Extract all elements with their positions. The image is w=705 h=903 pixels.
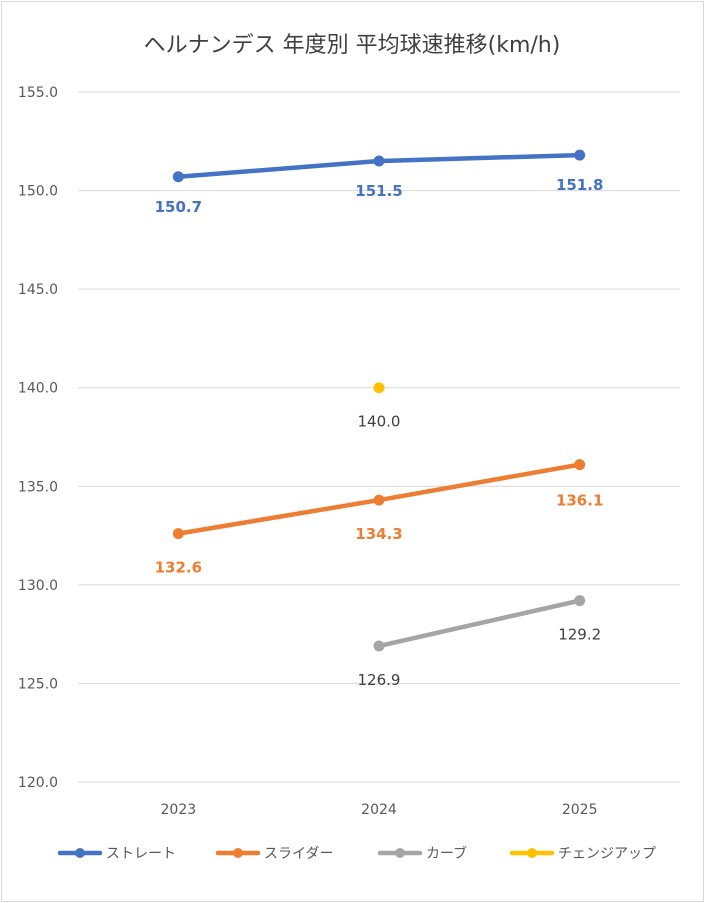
y-tick-label: 135.0: [18, 479, 58, 495]
data-point: [373, 382, 385, 394]
data-label: 136.1: [556, 492, 603, 510]
legend-label: スライダー: [264, 846, 333, 862]
legend-label: ストレート: [106, 846, 176, 862]
x-tick-label: 2023: [161, 802, 197, 818]
legend-label: カーブ: [426, 845, 467, 862]
data-label: 150.7: [155, 198, 202, 216]
legend-label: チェンジアップ: [558, 846, 656, 862]
y-tick-label: 155.0: [18, 85, 58, 101]
data-label: 151.5: [355, 182, 402, 200]
data-point: [574, 459, 586, 471]
y-tick-label: 140.0: [18, 381, 58, 397]
y-tick-label: 145.0: [18, 282, 58, 298]
data-label: 140.0: [358, 413, 401, 431]
data-label: 129.2: [558, 626, 601, 644]
chart-title: ヘルナンデス 年度別 平均球速推移(km/h): [144, 33, 561, 58]
legend-marker: [75, 848, 85, 858]
legend-marker: [395, 848, 405, 858]
data-point: [172, 171, 184, 183]
series-line: [376, 598, 582, 649]
y-tick-label: 120.0: [18, 775, 58, 791]
x-tick-label: 2024: [361, 802, 397, 818]
y-tick-label: 130.0: [18, 578, 58, 594]
data-point: [574, 149, 586, 161]
data-label: 151.8: [556, 176, 603, 194]
x-axis-labels: 2023 2024 2025: [161, 802, 598, 818]
x-tick-label: 2025: [562, 802, 598, 818]
data-label: 132.6: [155, 559, 202, 577]
y-axis-labels: 120.0 125.0 130.0 135.0 140.0 145.0 150.0 155.0: [18, 85, 58, 791]
series-group: [172, 149, 586, 652]
y-tick-label: 125.0: [18, 676, 58, 692]
data-point: [172, 528, 184, 540]
data-point: [574, 595, 586, 607]
legend-marker: [233, 848, 243, 858]
y-tick-label: 150.0: [18, 184, 58, 200]
legend: ストレート スライダー カーブ チェンジアップ: [57, 845, 656, 862]
data-label: 126.9: [358, 671, 401, 689]
data-point: [373, 155, 385, 167]
legend-marker: [527, 848, 537, 858]
data-point: [373, 640, 385, 652]
data-label: 134.3: [355, 525, 402, 543]
data-point: [373, 494, 385, 506]
data-labels-group: 150.7 151.5 151.8 132.6 134.3 136.1 126.9 129.2…: [155, 176, 604, 689]
